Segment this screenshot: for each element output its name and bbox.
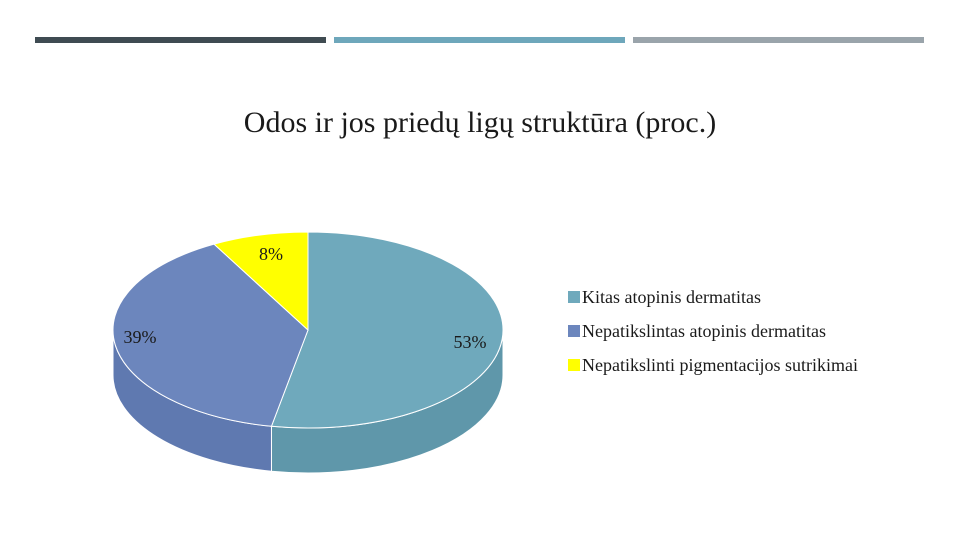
- data-label-0: 53%: [454, 332, 487, 352]
- pie-slice-0: [270, 231, 504, 429]
- data-label-1: 39%: [124, 327, 157, 347]
- header-bar-dark: [35, 37, 326, 43]
- header-bar-gray: [633, 37, 924, 43]
- pie-slice-2: [213, 231, 309, 332]
- legend-swatch-2: [568, 359, 580, 371]
- chart-title: Odos ir jos priedų ligų struktūra (proc.…: [243, 106, 717, 139]
- legend-label-1: Nepatikslintas atopinis dermatitas: [582, 320, 826, 341]
- legend-item-0: Kitas atopinis dermatitas: [568, 280, 858, 314]
- legend-item-2: Nepatikslinti pigmentacijos sutrikimai: [568, 348, 858, 382]
- legend-item-1: Nepatikslintas atopinis dermatitas: [568, 314, 858, 348]
- pie-slice-1: [112, 243, 309, 427]
- legend-swatch-0: [568, 291, 580, 303]
- header-bar-teal: [334, 37, 625, 43]
- legend-swatch-1: [568, 325, 580, 337]
- chart-legend: Kitas atopinis dermatitas Nepatikslintas …: [568, 280, 858, 382]
- legend-label-0: Kitas atopinis dermatitas: [582, 286, 761, 307]
- legend-label-2: Nepatikslinti pigmentacijos sutrikimai: [582, 354, 858, 375]
- data-label-2: 8%: [259, 244, 283, 264]
